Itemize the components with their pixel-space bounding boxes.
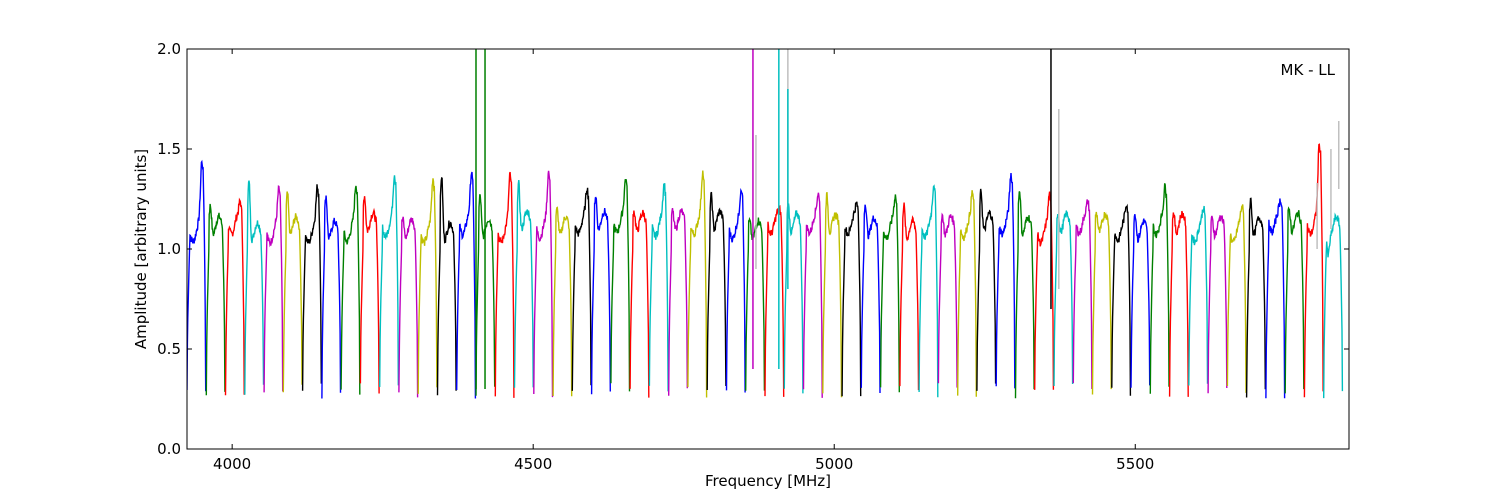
channel-line: [1130, 214, 1151, 388]
channel-line: [957, 190, 977, 397]
channel-line: [205, 203, 226, 396]
channel-line: [1091, 211, 1112, 395]
channel-line: [552, 206, 573, 397]
channel-line: [1245, 197, 1267, 398]
channel-line: [1284, 206, 1305, 394]
channel-line: [976, 188, 997, 391]
channel-line: [629, 209, 650, 398]
channel-line: [1207, 215, 1228, 394]
channel-line: [879, 194, 900, 393]
y-tick-label: 2.0: [157, 40, 181, 58]
channel-line: [1265, 198, 1286, 399]
y-tick-label: 1.5: [157, 140, 181, 158]
channel-line: [417, 178, 438, 394]
channel-line: [764, 204, 785, 397]
channel-line: [301, 184, 322, 391]
data-layer: [187, 49, 1344, 399]
channel-line: [610, 178, 631, 392]
channel-line: [648, 183, 669, 392]
y-tick-label: 1.0: [157, 240, 181, 258]
channel-line: [436, 176, 457, 396]
x-axis-label: Frequency [MHz]: [705, 472, 831, 490]
channel-line: [1072, 199, 1093, 390]
x-tick-label: 4500: [514, 455, 552, 473]
channel-line: [321, 195, 342, 399]
channel-line: [1168, 210, 1189, 397]
channel-line: [1111, 203, 1132, 396]
y-tick-label: 0.5: [157, 340, 181, 358]
channel-line: [1149, 183, 1170, 394]
channel-line: [706, 191, 727, 391]
channel-line: [668, 207, 688, 396]
channel-line: [1303, 143, 1324, 398]
channel-line: [513, 180, 534, 388]
channel-line: [1322, 212, 1344, 399]
channel-line: [224, 197, 245, 396]
x-tick-label: 5500: [1116, 455, 1154, 473]
channel-line: [1014, 191, 1035, 399]
channel-line: [745, 216, 766, 391]
channel-line: [1188, 205, 1209, 386]
ticks-layer: 4000 4500 5000 5500 0.0 0.5 1.0 1.5 2.0: [157, 40, 1349, 473]
channel-line: [841, 201, 862, 397]
channel-line: [359, 196, 380, 394]
channel-line: [918, 184, 939, 398]
x-tick-label: 5000: [815, 455, 853, 473]
channel-line: [282, 191, 303, 393]
x-tick-label: 4000: [213, 455, 251, 473]
channel-line: [937, 212, 958, 388]
channel-line: [725, 187, 746, 393]
channel-line: [1226, 204, 1247, 393]
channel-line: [340, 185, 361, 395]
channel-line: [244, 180, 265, 395]
channel-line: [899, 202, 920, 391]
channel-line: [687, 170, 708, 398]
channel-line: [456, 171, 477, 399]
channel-line: [860, 204, 881, 394]
channel-line: [1053, 210, 1074, 387]
channel-line: [494, 171, 515, 398]
channel-line: [802, 192, 823, 398]
channel-line: [379, 175, 399, 388]
channel-line: [995, 172, 1016, 389]
channel-line: [590, 196, 611, 395]
channel-line: [398, 216, 419, 398]
channel-line: [571, 187, 592, 391]
channel-line: [263, 185, 284, 393]
channel-line: [533, 170, 554, 398]
channel-line: [822, 191, 843, 398]
y-axis-label: Amplitude [arbitrary units]: [132, 149, 150, 349]
chart-annotation: MK - LL: [1281, 61, 1336, 79]
y-tick-label: 0.0: [157, 440, 181, 458]
channel-line: [187, 159, 207, 392]
